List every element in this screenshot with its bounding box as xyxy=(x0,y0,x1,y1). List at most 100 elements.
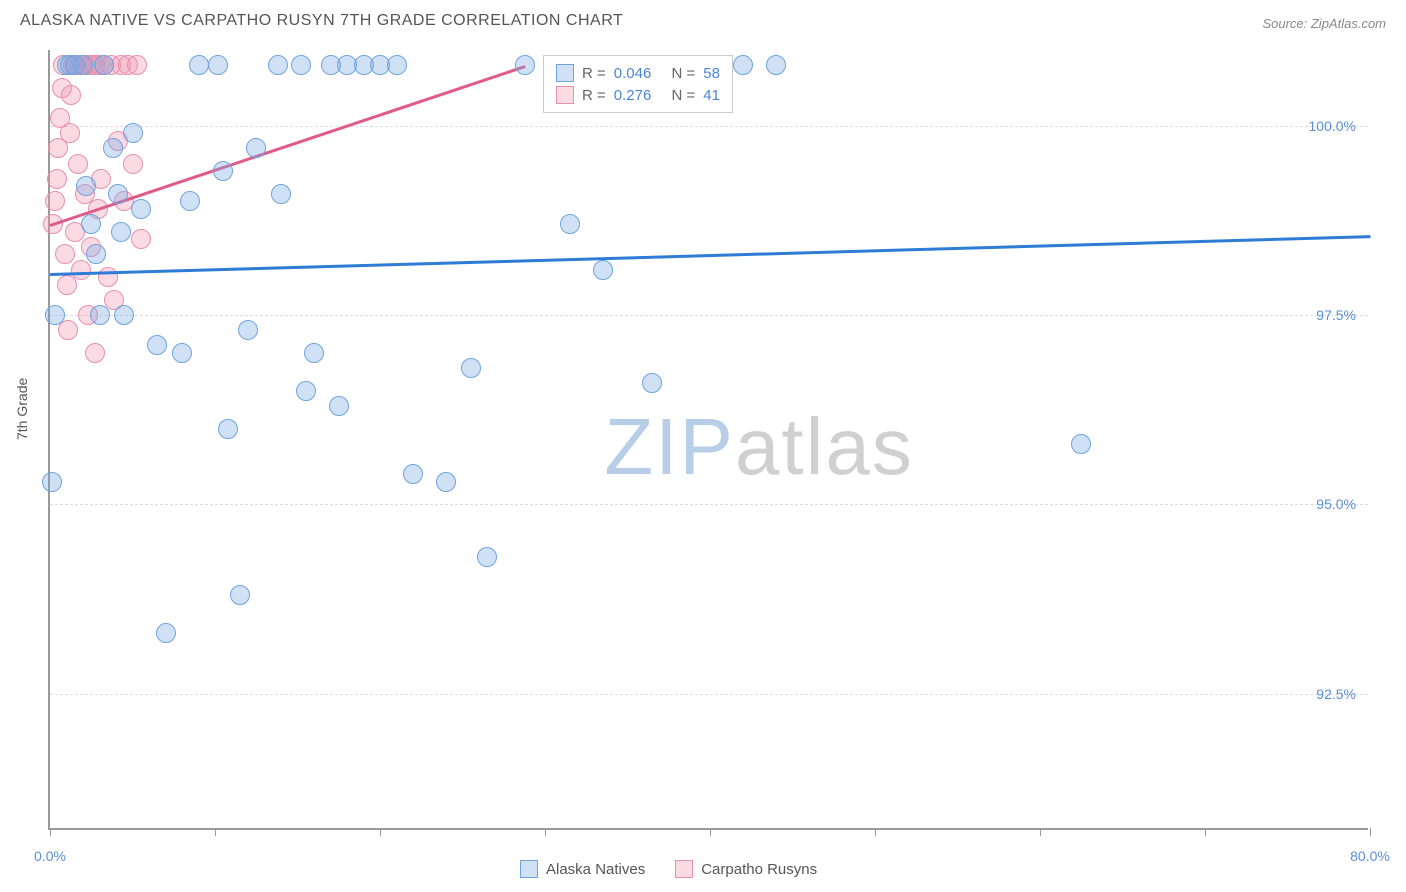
swatch-blue xyxy=(520,860,538,878)
blue-point[interactable] xyxy=(238,320,258,340)
blue-point[interactable] xyxy=(387,55,407,75)
blue-point[interactable] xyxy=(461,358,481,378)
pink-point[interactable] xyxy=(127,55,147,75)
x-tick xyxy=(215,828,216,836)
blue-point[interactable] xyxy=(147,335,167,355)
blue-point[interactable] xyxy=(733,55,753,75)
swatch-blue xyxy=(556,64,574,82)
blue-point[interactable] xyxy=(436,472,456,492)
blue-point[interactable] xyxy=(45,305,65,325)
blue-point[interactable] xyxy=(76,176,96,196)
watermark-atlas: atlas xyxy=(735,402,914,491)
legend-bottom: Alaska Natives Carpatho Rusyns xyxy=(520,860,817,878)
swatch-pink xyxy=(675,860,693,878)
blue-point[interactable] xyxy=(81,214,101,234)
y-tick-label: 100.0% xyxy=(1309,118,1356,134)
blue-point[interactable] xyxy=(114,305,134,325)
blue-point[interactable] xyxy=(208,55,228,75)
swatch-pink xyxy=(556,86,574,104)
gridline xyxy=(50,126,1368,127)
blue-point[interactable] xyxy=(304,343,324,363)
pink-point[interactable] xyxy=(123,154,143,174)
blue-trendline xyxy=(50,236,1370,276)
pink-point[interactable] xyxy=(57,275,77,295)
chart-title: ALASKA NATIVE VS CARPATHO RUSYN 7TH GRAD… xyxy=(20,12,623,30)
pink-point[interactable] xyxy=(58,320,78,340)
x-tick-label: 80.0% xyxy=(1350,848,1390,864)
y-tick-label: 97.5% xyxy=(1316,307,1356,323)
x-tick-label: 0.0% xyxy=(34,848,66,864)
x-tick xyxy=(875,828,876,836)
blue-point[interactable] xyxy=(189,55,209,75)
pink-point[interactable] xyxy=(55,244,75,264)
pink-point[interactable] xyxy=(60,123,80,143)
blue-point[interactable] xyxy=(172,343,192,363)
blue-point[interactable] xyxy=(230,585,250,605)
gridline xyxy=(50,694,1368,695)
pink-point[interactable] xyxy=(68,154,88,174)
blue-point[interactable] xyxy=(90,305,110,325)
r-value-pink: 0.276 xyxy=(614,87,652,104)
r-label: R = xyxy=(582,87,606,104)
pink-point[interactable] xyxy=(61,85,81,105)
blue-point[interactable] xyxy=(108,184,128,204)
n-label: N = xyxy=(671,65,695,82)
legend-stats-box: R = 0.046 N = 58 R = 0.276 N = 41 xyxy=(543,55,733,113)
blue-point[interactable] xyxy=(180,191,200,211)
blue-point[interactable] xyxy=(103,138,123,158)
pink-point[interactable] xyxy=(85,343,105,363)
blue-point[interactable] xyxy=(94,55,114,75)
watermark: ZIPatlas xyxy=(604,401,913,493)
blue-point[interactable] xyxy=(268,55,288,75)
blue-point[interactable] xyxy=(111,222,131,242)
x-tick xyxy=(545,828,546,836)
pink-point[interactable] xyxy=(131,229,151,249)
pink-point[interactable] xyxy=(47,169,67,189)
x-tick xyxy=(1040,828,1041,836)
legend-item-pink[interactable]: Carpatho Rusyns xyxy=(675,860,817,878)
blue-point[interactable] xyxy=(515,55,535,75)
blue-point[interactable] xyxy=(123,123,143,143)
blue-point[interactable] xyxy=(246,138,266,158)
blue-point[interactable] xyxy=(403,464,423,484)
blue-point[interactable] xyxy=(329,396,349,416)
blue-point[interactable] xyxy=(1071,434,1091,454)
gridline xyxy=(50,315,1368,316)
blue-point[interactable] xyxy=(593,260,613,280)
blue-point[interactable] xyxy=(131,199,151,219)
blue-point[interactable] xyxy=(560,214,580,234)
pink-point[interactable] xyxy=(71,260,91,280)
gridline xyxy=(50,504,1368,505)
x-tick xyxy=(710,828,711,836)
legend-item-blue[interactable]: Alaska Natives xyxy=(520,860,645,878)
x-tick xyxy=(380,828,381,836)
blue-point[interactable] xyxy=(156,623,176,643)
plot-area: ZIPatlas 92.5%95.0%97.5%100.0%0.0%80.0% xyxy=(48,50,1368,830)
legend-label-blue: Alaska Natives xyxy=(546,861,645,878)
blue-point[interactable] xyxy=(213,161,233,181)
watermark-zip: ZIP xyxy=(604,402,734,491)
x-tick xyxy=(50,828,51,836)
blue-point[interactable] xyxy=(296,381,316,401)
blue-point[interactable] xyxy=(477,547,497,567)
n-value-blue: 58 xyxy=(703,65,720,82)
blue-point[interactable] xyxy=(86,244,106,264)
blue-point[interactable] xyxy=(766,55,786,75)
x-tick xyxy=(1370,828,1371,836)
x-tick xyxy=(1205,828,1206,836)
legend-stats-row-blue: R = 0.046 N = 58 xyxy=(556,62,720,84)
y-axis-label: 7th Grade xyxy=(14,378,30,440)
blue-point[interactable] xyxy=(42,472,62,492)
pink-point[interactable] xyxy=(45,191,65,211)
blue-point[interactable] xyxy=(642,373,662,393)
n-value-pink: 41 xyxy=(703,87,720,104)
blue-point[interactable] xyxy=(271,184,291,204)
legend-stats-row-pink: R = 0.276 N = 41 xyxy=(556,84,720,106)
y-tick-label: 92.5% xyxy=(1316,686,1356,702)
blue-point[interactable] xyxy=(73,55,93,75)
y-tick-label: 95.0% xyxy=(1316,496,1356,512)
blue-point[interactable] xyxy=(291,55,311,75)
source-label: Source: ZipAtlas.com xyxy=(1262,16,1386,31)
legend-label-pink: Carpatho Rusyns xyxy=(701,861,817,878)
blue-point[interactable] xyxy=(218,419,238,439)
